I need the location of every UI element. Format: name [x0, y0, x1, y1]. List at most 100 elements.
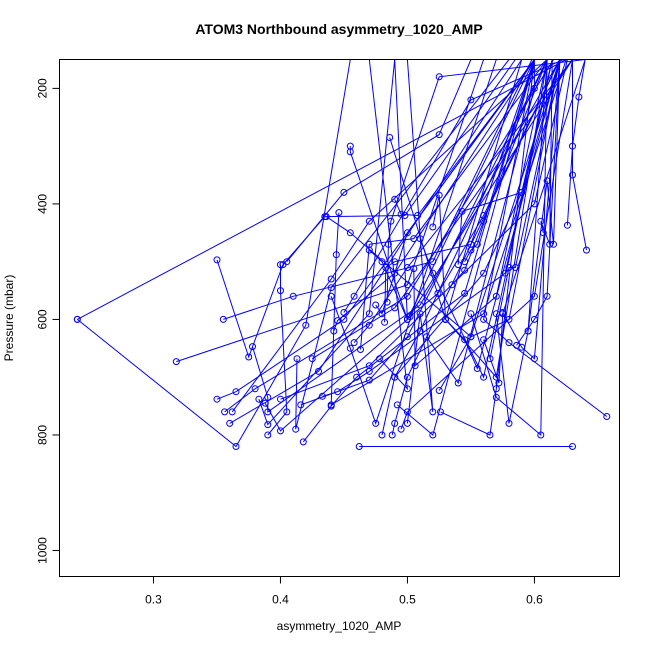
x-axis-label: asymmetry_1020_AMP — [277, 619, 402, 633]
data-point — [251, 385, 259, 393]
data-point — [495, 379, 503, 387]
data-point — [308, 355, 316, 363]
data-point — [340, 309, 348, 316]
series-line-20 — [322, 59, 553, 397]
data-point — [340, 188, 348, 196]
data-point — [365, 310, 373, 318]
data-point — [505, 339, 513, 347]
data-point — [530, 292, 538, 300]
y-axis-label: Pressure (mbar) — [2, 275, 16, 362]
data-point — [293, 355, 301, 363]
y-tick-label: 600 — [36, 309, 50, 329]
data-point — [499, 309, 507, 316]
data-point — [289, 292, 297, 300]
data-point — [365, 217, 373, 225]
data-point — [365, 321, 373, 329]
data-point — [603, 413, 611, 420]
series-line-62 — [566, 59, 586, 226]
series-line-9 — [231, 59, 548, 413]
data-point — [327, 292, 335, 300]
data-point — [518, 188, 526, 196]
data-point — [327, 401, 335, 409]
data-point — [435, 191, 443, 199]
series-line-2 — [76, 59, 351, 448]
series-line-53 — [464, 59, 535, 262]
data-point — [467, 310, 475, 318]
data-point — [365, 246, 373, 254]
data-point — [264, 393, 272, 401]
series-line-8 — [229, 59, 523, 424]
data-point — [334, 317, 342, 325]
series-line-34 — [384, 59, 535, 323]
data-point — [299, 438, 307, 446]
data-point — [435, 73, 443, 81]
series-line-3 — [77, 59, 586, 320]
data-point — [315, 367, 322, 375]
series-line-46 — [426, 59, 535, 385]
data-point — [292, 425, 300, 433]
data-point — [346, 148, 354, 156]
series-line-52 — [457, 59, 561, 265]
data-point — [410, 265, 418, 273]
series-line-61 — [540, 59, 553, 245]
data-point — [524, 327, 532, 335]
data-point — [486, 355, 494, 363]
data-point — [434, 289, 442, 297]
series-line-13 — [267, 264, 288, 436]
data-point — [232, 443, 240, 450]
series-line-35 — [386, 59, 586, 303]
series-line-32 — [368, 59, 409, 391]
data-point — [318, 392, 326, 400]
data-point — [550, 240, 557, 248]
data-point — [416, 327, 424, 335]
data-point — [346, 229, 354, 237]
y-tick-label: 1000 — [36, 537, 50, 564]
data-point — [403, 373, 411, 381]
data-point — [172, 358, 180, 366]
data-point — [391, 373, 399, 381]
data-point — [384, 240, 392, 248]
data-point — [406, 313, 414, 321]
x-tick-label: 0.5 — [399, 593, 416, 607]
data-point — [454, 261, 462, 269]
data-point — [546, 240, 554, 248]
data-point — [416, 235, 424, 243]
data-point — [435, 131, 443, 139]
series-line-7 — [224, 59, 554, 413]
data-point — [340, 315, 348, 323]
data-point — [486, 431, 494, 439]
data-point — [461, 266, 469, 274]
data-point — [221, 408, 229, 416]
data-point — [391, 258, 399, 266]
series-line-18 — [302, 59, 535, 443]
series-line-38 — [394, 59, 535, 217]
data-point — [391, 419, 399, 427]
data-point — [213, 256, 221, 264]
data-point — [322, 213, 330, 221]
data-point — [388, 431, 396, 439]
data-point — [583, 246, 590, 254]
data-point — [461, 258, 469, 266]
data-point — [397, 210, 405, 218]
data-point — [543, 292, 551, 300]
data-point — [429, 431, 437, 439]
series-line-63 — [572, 59, 587, 251]
series-line-31 — [375, 59, 535, 315]
data-point — [416, 310, 424, 318]
data-point — [277, 427, 284, 435]
data-point — [228, 408, 236, 416]
x-axis: 0.3 0.4 0.5 0.6 — [145, 576, 543, 607]
x-tick-label: 0.4 — [272, 593, 289, 607]
series-line-25 — [343, 59, 564, 313]
data-point — [302, 321, 310, 329]
data-point — [391, 195, 399, 203]
data-point — [382, 264, 390, 271]
data-point — [346, 344, 354, 352]
data-point — [277, 261, 284, 269]
data-point — [245, 353, 253, 361]
y-axis: 200 400 600 800 1000 — [36, 78, 60, 564]
data-point — [442, 315, 449, 323]
data-point — [277, 287, 284, 295]
series-line-58 — [502, 59, 561, 360]
x-tick-label: 0.6 — [526, 593, 543, 607]
